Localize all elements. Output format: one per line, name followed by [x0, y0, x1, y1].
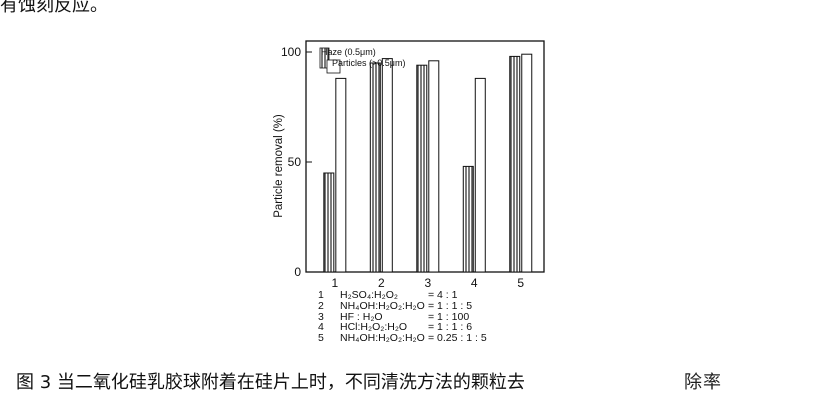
- condition-reagent: HF : H₂O: [340, 310, 383, 323]
- x-tick-label: 4: [471, 276, 478, 290]
- x-axis-labels: 1 2 3 4 5: [331, 276, 524, 290]
- x-tick-label: 5: [517, 276, 524, 290]
- bar-haze: [416, 64, 428, 273]
- x-tick-label: 3: [424, 276, 431, 290]
- y-tick-label: 100: [281, 45, 301, 59]
- bar-particles: [521, 53, 533, 273]
- bar-particles: [335, 77, 347, 273]
- bar-haze: [323, 172, 335, 273]
- condition-reagent: H₂SO₄:H₂O₂: [340, 289, 398, 301]
- bar-particles: [428, 60, 440, 273]
- condition-reagent: NH₄OH:H₂O₂:H₂O: [340, 299, 425, 312]
- x-tick-label: 2: [378, 276, 385, 290]
- condition-row: 4 HCl:H₂O₂:H₂O = 1 : 1 : 6: [318, 322, 487, 333]
- condition-row: 5 NH₄OH:H₂O₂:H₂O = 0.25 : 1 : 5: [318, 333, 487, 344]
- y-axis-label: Particle removal (%): [273, 114, 285, 218]
- legend-label-particles: Particles (>0.5μm): [332, 58, 405, 68]
- condition-number: 4: [318, 321, 324, 334]
- bar-particles: [474, 77, 486, 273]
- preceding-text: 有蚀刻反应。: [0, 0, 108, 16]
- condition-ratio: = 1 : 100: [428, 310, 470, 323]
- condition-number: 2: [318, 299, 324, 312]
- x-tick-label: 1: [331, 276, 338, 290]
- conditions-list: 1 H₂SO₄:H₂O₂ = 4 : 1 2 NH₄OH:H₂O₂:H₂O = …: [318, 290, 487, 344]
- figure-caption: 图 3 当二氧化硅乳胶球附着在硅片上时，不同清洗方法的颗粒去: [16, 372, 525, 393]
- y-axis-ticks: 0 50 100: [281, 45, 312, 279]
- condition-ratio: = 0.25 : 1 : 5: [428, 332, 487, 345]
- bar-particles: [381, 58, 393, 273]
- condition-ratio: = 1 : 1 : 6: [428, 321, 473, 334]
- condition-number: 3: [318, 310, 324, 323]
- condition-number: 5: [318, 332, 324, 345]
- bar-haze: [462, 165, 474, 273]
- legend-label-haze: Haze (0.5μm): [321, 47, 376, 57]
- condition-row: 1 H₂SO₄:H₂O₂ = 4 : 1: [318, 290, 487, 301]
- bar-haze: [509, 55, 521, 273]
- condition-reagent: HCl:H₂O₂:H₂O: [340, 321, 408, 334]
- watermark: 除率: [684, 372, 722, 393]
- condition-row: 2 NH₄OH:H₂O₂:H₂O = 1 : 1 : 5: [318, 299, 487, 312]
- legend-swatch-particles: [326, 59, 341, 74]
- legend-swatch-haze: [319, 47, 330, 69]
- condition-number: 1: [318, 289, 324, 301]
- bars: [323, 53, 533, 273]
- legend: Haze (0.5μm) Particles (>0.5μm): [319, 47, 405, 74]
- y-tick-label: 0: [294, 265, 301, 279]
- condition-row: 3 HF : H₂O = 1 : 100: [318, 310, 487, 323]
- bar-haze: [369, 62, 381, 273]
- condition-ratio: = 4 : 1: [428, 289, 458, 301]
- condition-reagent: NH₄OH:H₂O₂:H₂O: [340, 332, 425, 345]
- condition-ratio: = 1 : 1 : 5: [428, 299, 473, 312]
- y-tick-label: 50: [288, 155, 302, 169]
